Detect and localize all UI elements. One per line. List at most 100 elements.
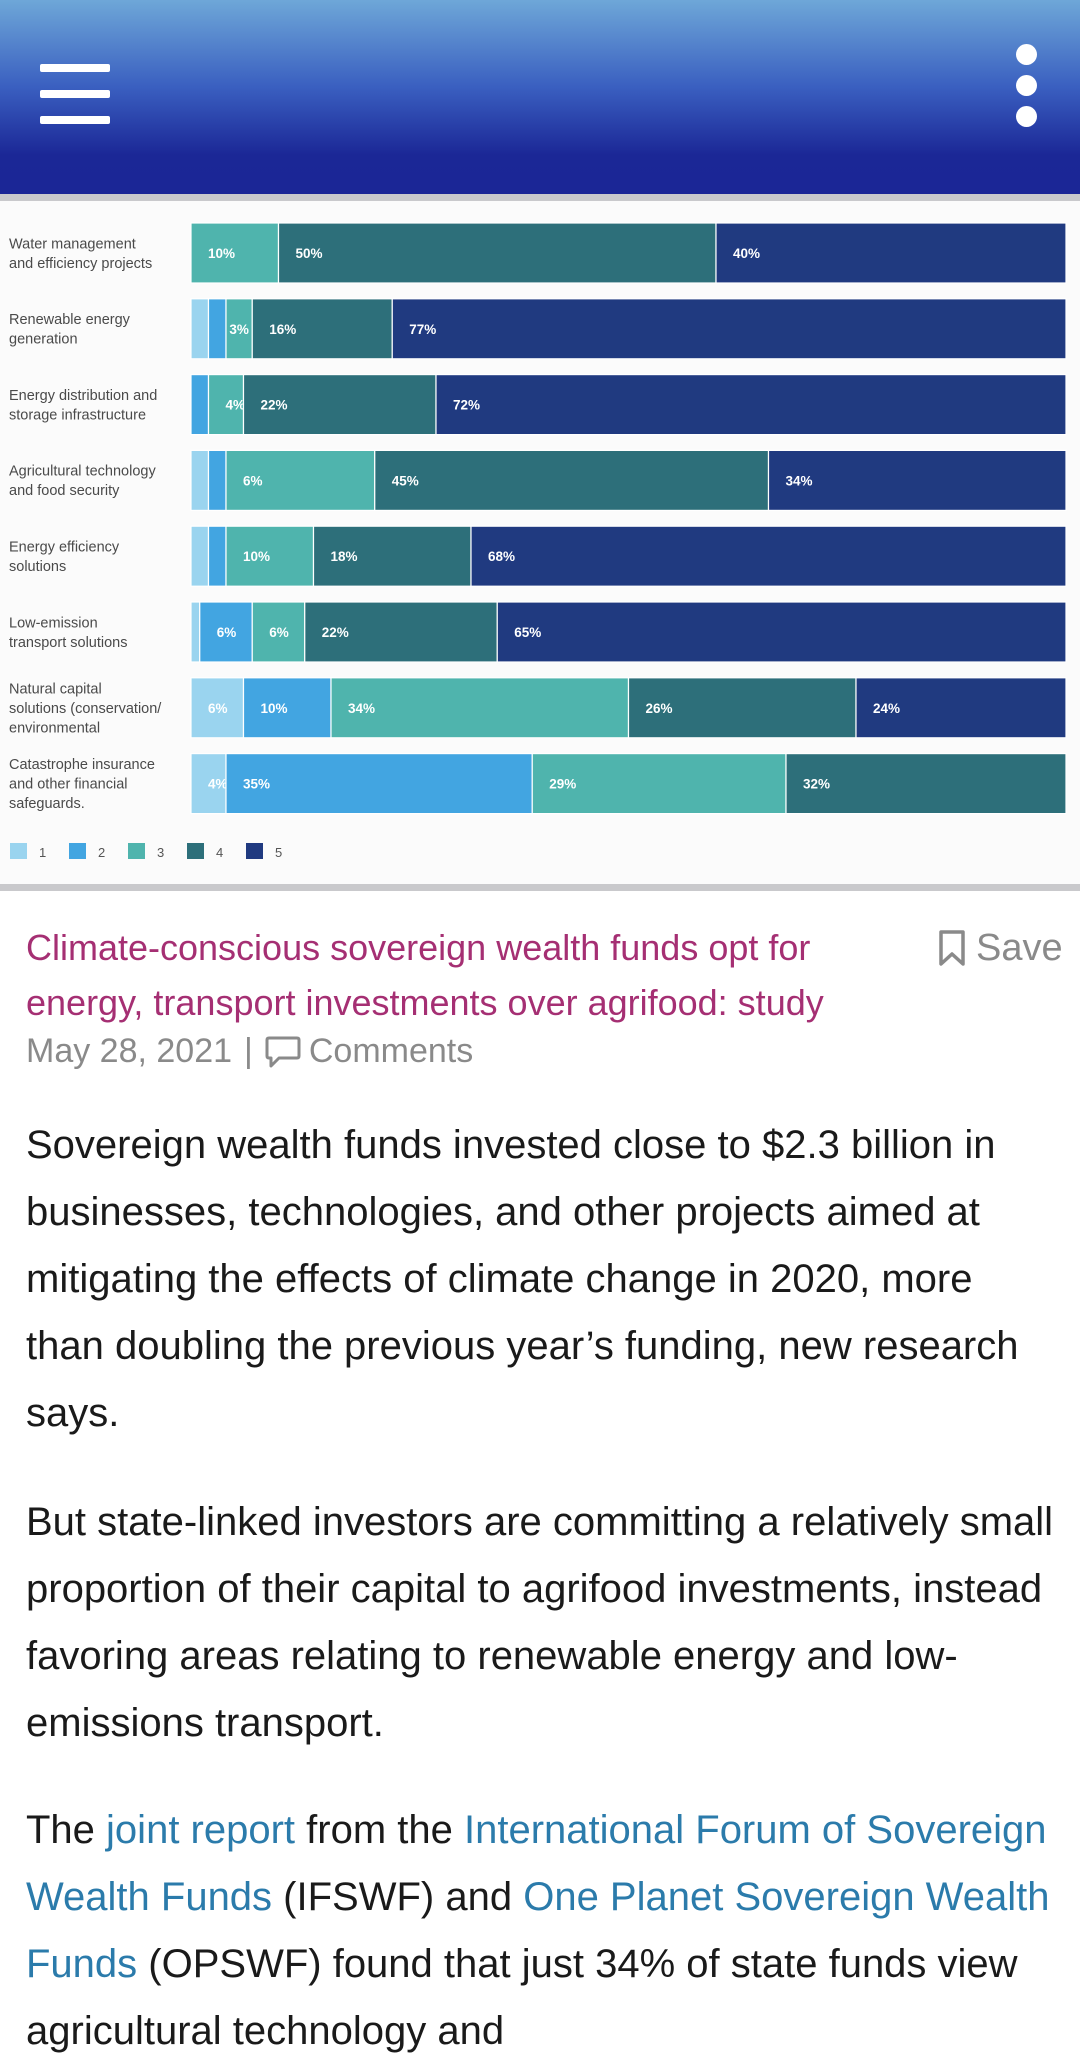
- text-run: (OPSWF) found that just 34% of state fun…: [26, 1942, 1018, 2053]
- bar-segment: [715, 222, 1067, 284]
- bar-segment: [251, 298, 393, 360]
- data-label: 45%: [392, 473, 419, 488]
- hamburger-menu-icon[interactable]: [40, 64, 110, 124]
- stacked-bar-chart: Water management and efficiency projects 1…: [9, 222, 1067, 860]
- data-label: 40%: [733, 246, 760, 261]
- paragraph-text: But state-linked investors are committin…: [26, 1500, 1054, 1745]
- category-label: Catastrophe insurance and other financial…: [9, 757, 155, 812]
- more-options-icon[interactable]: [1012, 44, 1042, 128]
- legend-label: 1: [39, 845, 46, 860]
- opswf-link[interactable]: One Planet Sovereign Wealth Funds: [26, 1875, 1050, 1986]
- category-label: Natural capital solutions (conservation/e…: [9, 681, 162, 736]
- bar-segment: [242, 374, 437, 436]
- bar-segment: [225, 449, 376, 511]
- bar-segment: [374, 449, 770, 511]
- save-button[interactable]: Save: [938, 926, 1063, 970]
- joint-report-link[interactable]: joint report: [106, 1808, 296, 1852]
- save-label: Save: [976, 926, 1063, 969]
- chart-image: Water management and efficiency projects 1…: [0, 201, 1080, 884]
- article-paragraph-1: Sovereign wealth funds invested close to…: [26, 1112, 1056, 1447]
- bar-segment: [207, 298, 227, 360]
- divider: [0, 194, 1080, 201]
- bar-segment: [435, 374, 1067, 436]
- data-label: 72%: [453, 398, 480, 413]
- bar-segment: [190, 222, 280, 284]
- comments-label: Comments: [308, 1032, 474, 1070]
- legend-swatch: [187, 843, 204, 859]
- bar-segment: [855, 677, 1067, 739]
- text-run: The: [26, 1808, 107, 1852]
- text-run: from the: [295, 1808, 464, 1852]
- article-paragraph-2: But state-linked investors are committin…: [26, 1489, 1056, 1757]
- bar-segment: [470, 525, 1067, 587]
- article-headline[interactable]: Climate-conscious sovereign wealth funds…: [26, 927, 824, 1023]
- bar-segment: [627, 677, 857, 739]
- data-label: 3%: [229, 322, 249, 337]
- data-label: 6%: [243, 473, 263, 488]
- category-label: Water management and efficiency projects: [9, 236, 152, 272]
- bar-segment: [190, 374, 210, 436]
- article-meta: May 28, 2021 | Comments: [26, 1032, 473, 1071]
- data-label: 4%: [226, 398, 246, 413]
- bar-segment: [496, 601, 1067, 663]
- bar-segment: [199, 601, 253, 663]
- category-label: Energy distribution and storage infrastru…: [9, 388, 157, 424]
- bar-segment: [312, 525, 472, 587]
- data-label: 50%: [296, 246, 323, 261]
- category-label: Low-emission transport solutions: [9, 615, 127, 651]
- bar-segment: [242, 677, 332, 739]
- legend-label: 3: [157, 845, 164, 860]
- data-label: 22%: [261, 398, 288, 413]
- bar-segment: [190, 449, 210, 511]
- ifswf-link[interactable]: International Forum of Sovereign Wealth …: [26, 1808, 1047, 1919]
- data-label: 34%: [348, 701, 375, 716]
- data-label: 10%: [261, 701, 288, 716]
- meta-separator: |: [244, 1032, 253, 1070]
- data-label: 22%: [322, 625, 349, 640]
- legend-swatch: [246, 843, 263, 859]
- bar-segment: [251, 601, 306, 663]
- legend-swatch: [69, 843, 86, 859]
- bar-segment: [190, 525, 210, 587]
- data-label: 26%: [646, 701, 673, 716]
- bar-segment: [531, 752, 787, 815]
- bar-segment: [225, 298, 253, 360]
- paragraph-text: The joint report from the International …: [26, 1797, 1056, 2065]
- article-date: May 28, 2021: [26, 1032, 233, 1070]
- paragraph-text: Sovereign wealth funds invested close to…: [26, 1123, 1019, 1435]
- comments-link[interactable]: Comments: [265, 1032, 473, 1071]
- legend-label: 4: [216, 845, 223, 860]
- data-label: 4%: [208, 777, 228, 792]
- bar-segment: [207, 525, 227, 587]
- bar-segment: [225, 525, 315, 587]
- data-label: 34%: [786, 473, 813, 488]
- bar-segment: [190, 601, 201, 663]
- top-app-bar: [0, 0, 1080, 194]
- category-label: Agricultural technology and food security: [9, 464, 156, 500]
- data-label: 68%: [488, 549, 515, 564]
- legend-label: 5: [275, 845, 282, 860]
- bar-segment: [190, 752, 227, 815]
- bookmark-icon: [939, 930, 965, 966]
- legend-label: 2: [98, 845, 105, 860]
- text-run: (IFSWF) and: [272, 1875, 524, 1919]
- bar-segment: [207, 449, 227, 511]
- data-label: 24%: [873, 701, 900, 716]
- data-label: 29%: [549, 777, 576, 792]
- data-label: 65%: [514, 625, 541, 640]
- data-label: 6%: [269, 625, 289, 640]
- legend-swatch: [128, 843, 145, 859]
- bar-segment: [391, 298, 1067, 360]
- legend-swatch: [10, 843, 27, 859]
- data-label: 18%: [331, 549, 358, 564]
- data-label: 6%: [217, 625, 237, 640]
- bar-segment: [190, 298, 210, 360]
- data-label: 35%: [243, 777, 270, 792]
- article-paragraph-3: The joint report from the International …: [26, 1797, 1056, 2065]
- bar-segment: [277, 222, 717, 284]
- data-label: 16%: [269, 322, 296, 337]
- bar-segment: [225, 752, 533, 815]
- data-label: 6%: [208, 701, 228, 716]
- divider: [0, 884, 1080, 891]
- bar-segment: [785, 752, 1067, 815]
